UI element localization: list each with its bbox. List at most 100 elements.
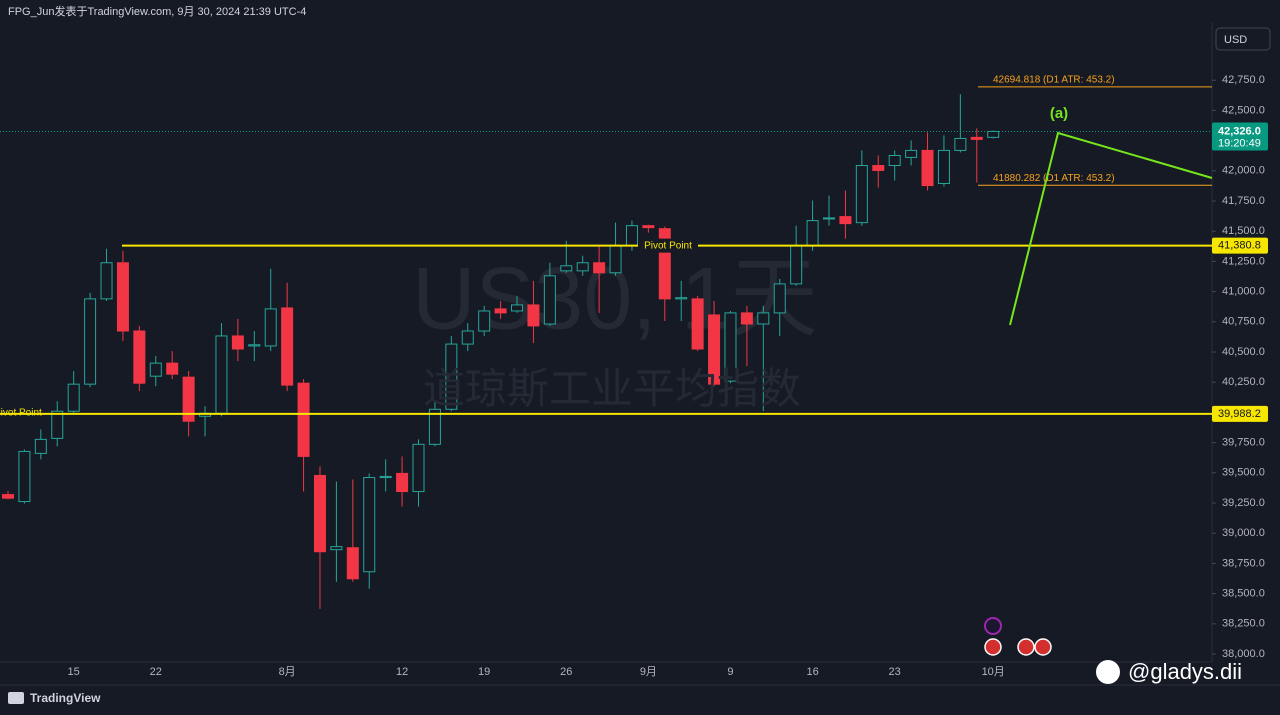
x-tick-label: 9月 <box>640 666 657 678</box>
candle-body <box>708 314 721 385</box>
candle-body <box>872 165 885 171</box>
candle-body <box>67 383 80 412</box>
candle-body <box>166 362 179 375</box>
candle-body <box>461 330 474 345</box>
candle-body <box>806 220 819 247</box>
candle-body <box>215 335 228 414</box>
candle-body <box>954 137 967 151</box>
y-tick-label: 41,500.0 <box>1222 225 1265 237</box>
y-tick-label: 39,750.0 <box>1222 437 1265 449</box>
y-tick-label: 41,000.0 <box>1222 286 1265 298</box>
candle-body <box>363 477 376 573</box>
candle-body <box>428 408 441 445</box>
currency-button[interactable] <box>1215 27 1271 51</box>
candle-body <box>642 225 655 229</box>
candle-body <box>527 304 540 327</box>
pivot-price-box <box>1212 237 1268 254</box>
candle-body <box>51 410 64 439</box>
candle-body <box>100 262 113 300</box>
x-tick-label: 9 <box>727 666 733 678</box>
logo-icon <box>8 692 24 704</box>
candle-body <box>182 376 195 422</box>
candle-body <box>346 547 359 580</box>
candle-body <box>970 136 983 140</box>
candle-body <box>34 438 47 454</box>
y-tick-label: 38,000.0 <box>1222 648 1265 660</box>
candle-body <box>18 450 31 503</box>
y-tick-label: 42,750.0 <box>1222 74 1265 86</box>
header: FPG_Jun发表于TradingView.com, 9月 30, 2024 2… <box>8 4 306 18</box>
candle-body <box>823 217 835 220</box>
candle-body <box>691 298 704 350</box>
y-tick-label: 42,500.0 <box>1222 104 1265 116</box>
watermark-name: 道琼斯工业平均指数 <box>423 365 801 412</box>
candle-body <box>248 344 261 347</box>
candle-body <box>937 149 950 185</box>
x-tick-label: 22 <box>150 666 162 678</box>
y-tick-label: 39,250.0 <box>1222 497 1265 509</box>
candle-body <box>281 307 294 386</box>
candle-body <box>757 312 770 325</box>
candle-body <box>905 149 918 158</box>
last-price-box <box>1212 122 1268 151</box>
candle-body <box>888 154 901 167</box>
candle-body <box>724 312 737 382</box>
candle-body <box>658 228 671 300</box>
candle-body <box>773 283 786 314</box>
plot-area: 42694.818 (D1 ATR: 453.2) 41880.282 (D1 A… <box>0 75 1212 609</box>
pivot-price-box <box>1212 405 1268 422</box>
y-tick-label: 40,750.0 <box>1222 316 1265 328</box>
logo: TradingView <box>30 691 101 705</box>
candle-body <box>231 335 244 350</box>
event-icons <box>984 617 1052 656</box>
countdown: 19:20:49 <box>1218 137 1261 149</box>
atr-label: 42694.818 (D1 ATR: 453.2) <box>993 75 1115 86</box>
event-icon <box>1017 638 1035 656</box>
candle-body <box>609 245 622 274</box>
y-tick-label: 41,250.0 <box>1222 255 1265 267</box>
x-tick-label: 10月 <box>982 666 1005 678</box>
candle-body <box>2 494 14 499</box>
pivot-price-label: 41,380.8 <box>1218 240 1261 252</box>
y-tick-label: 38,250.0 <box>1222 618 1265 630</box>
y-tick-label: 38,500.0 <box>1222 588 1265 600</box>
candle-body <box>543 275 556 325</box>
candle-body <box>511 304 524 312</box>
event-icon <box>984 638 1002 656</box>
pivot-label-bg <box>638 238 698 253</box>
y-tick-label: 41,750.0 <box>1222 195 1265 207</box>
candle-body <box>412 443 425 493</box>
candle-body <box>675 297 688 300</box>
event-icon <box>1034 638 1052 656</box>
event-icon <box>984 617 1002 635</box>
candle-body <box>494 308 507 314</box>
wave-projection <box>1009 131 1213 326</box>
candle-body <box>625 225 638 247</box>
pivot-label: Pivot Point <box>644 240 692 251</box>
candle-body <box>855 165 868 224</box>
atr-label: 41880.282 (D1 ATR: 453.2) <box>993 173 1115 184</box>
candle-body <box>313 474 326 553</box>
y-tick-label: 40,250.0 <box>1222 376 1265 388</box>
last-price-label: 42,326.0 <box>1218 125 1261 137</box>
y-tick-label: 39,500.0 <box>1222 467 1265 479</box>
x-tick-label: 8月 <box>279 666 296 678</box>
candle-body <box>297 382 310 457</box>
candle-body <box>740 312 753 325</box>
currency-label: USD <box>1224 34 1247 46</box>
candle-body <box>987 130 1000 138</box>
y-tick-label: 38,750.0 <box>1222 557 1265 569</box>
x-tick-label: 26 <box>560 666 572 678</box>
credit: @gladys.dii <box>1128 659 1242 684</box>
candle-body <box>478 310 491 332</box>
x-tick-label: 19 <box>478 666 490 678</box>
candle-body <box>839 216 852 225</box>
candle-body <box>560 265 573 272</box>
candle-body <box>576 262 589 272</box>
candle-body <box>264 308 277 347</box>
x-tick-label: 16 <box>806 666 818 678</box>
candle-body <box>379 475 392 479</box>
candle-body <box>133 330 146 384</box>
